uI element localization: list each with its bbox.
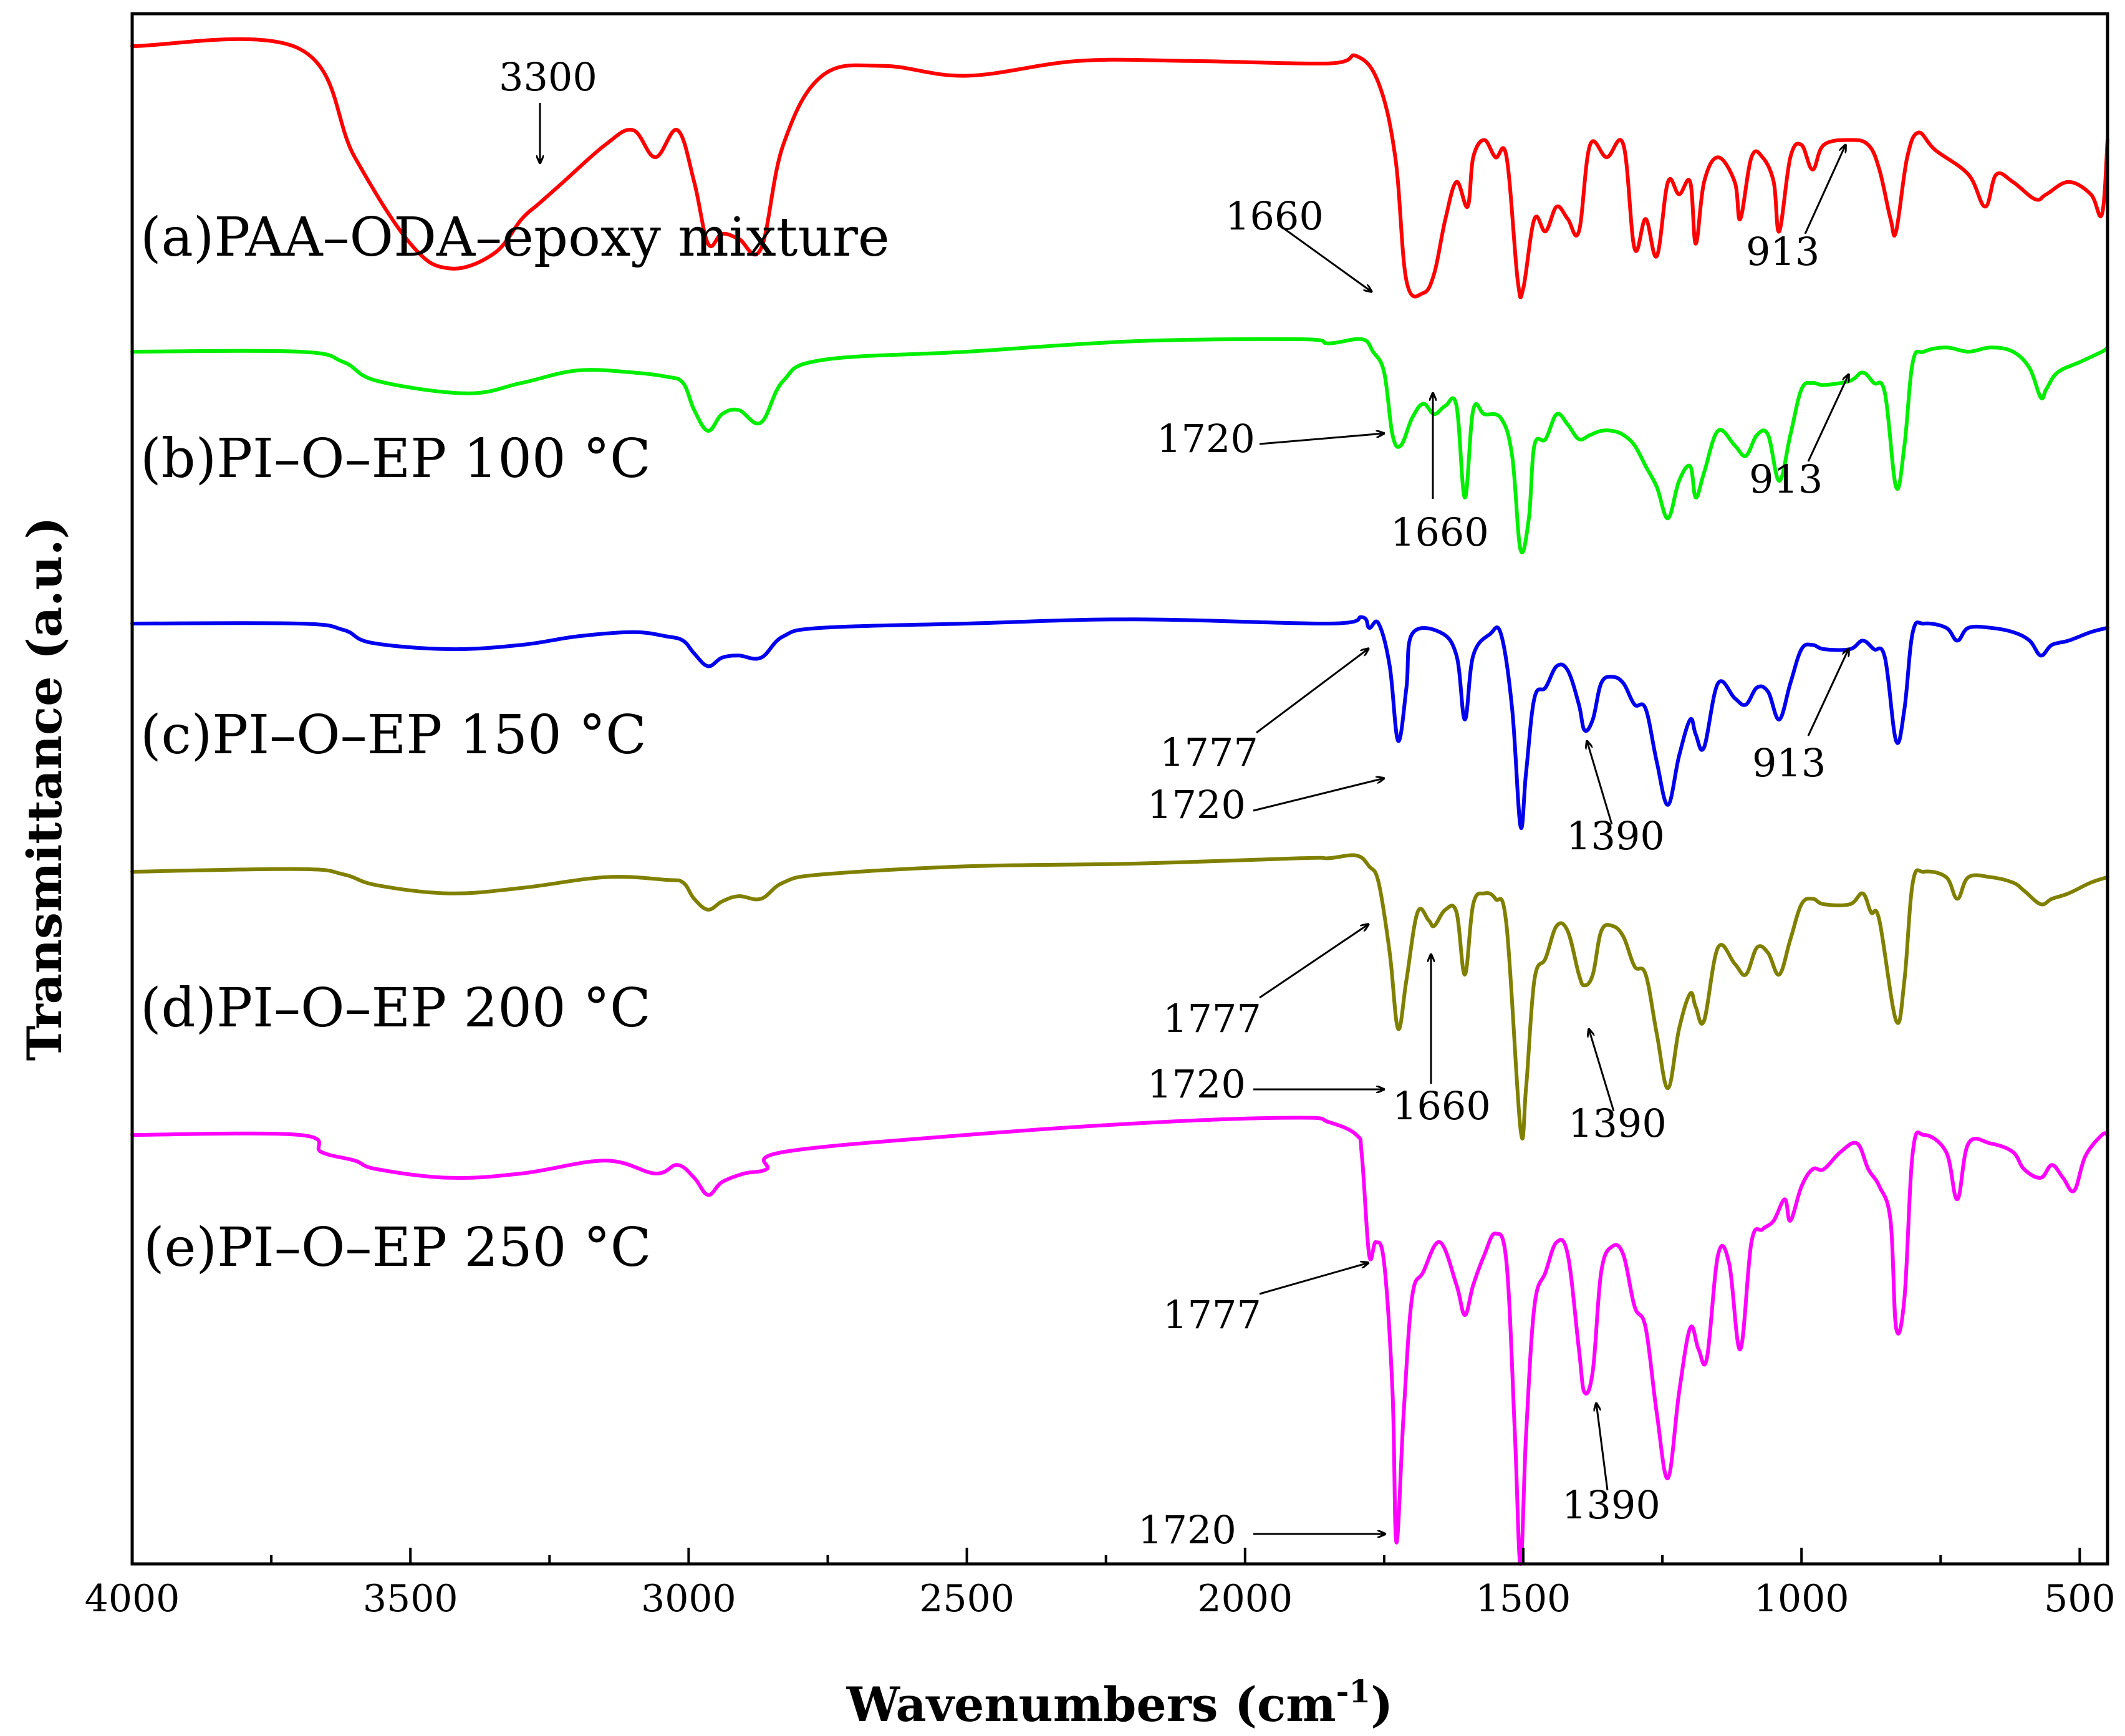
peak-label-1660-a: 1660 xyxy=(1225,193,1324,239)
peak-label-1660-d: 1660 xyxy=(1392,1083,1491,1129)
spectrum-line-e xyxy=(130,1116,2109,1566)
x-axis-tick-labels: 4000 3500 3000 2500 2000 1500 1000 500 xyxy=(85,1577,2116,1621)
peak-arrow-1720-c xyxy=(1253,778,1384,812)
x-tick-label: 4000 xyxy=(85,1577,180,1621)
peak-label-1720-d: 1720 xyxy=(1147,1061,1246,1107)
x-tick-label: 3000 xyxy=(641,1577,736,1621)
peak-arrow-1390-e xyxy=(1596,1403,1609,1491)
peak-arrow-913-a xyxy=(1804,145,1846,234)
peak-arrow-913-b xyxy=(1807,374,1849,462)
spectrum-line-a xyxy=(130,37,2109,299)
peak-label-1720-e: 1720 xyxy=(1138,1507,1236,1553)
series-label-a: (a)PAA–ODA–epoxy mixture xyxy=(140,206,890,269)
spectrum-line-c xyxy=(130,615,2109,830)
peak-arrow-1777-e xyxy=(1259,1263,1369,1295)
peak-arrow-1390-d xyxy=(1589,1029,1615,1112)
series-label-b: (b)PI–O–EP 100 °C xyxy=(140,428,651,490)
peak-label-913-b: 913 xyxy=(1749,456,1823,502)
peak-label-913-c: 913 xyxy=(1752,740,1826,786)
peak-label-3300-a: 3300 xyxy=(499,54,597,100)
peak-label-1720-b: 1720 xyxy=(1157,416,1255,461)
spectrum-line-b xyxy=(130,337,2109,554)
peak-label-1390-e: 1390 xyxy=(1562,1482,1660,1528)
plot-frame xyxy=(130,12,2109,1566)
series-label-e: (e)PI–O–EP 250 °C xyxy=(143,1217,652,1279)
x-tick-label: 1500 xyxy=(1476,1577,1571,1621)
x-axis-title: Wavenumbers (cm-1) xyxy=(846,1673,1393,1732)
x-axis-ticks xyxy=(131,1548,2081,1564)
peak-label-1777-e: 1777 xyxy=(1163,1292,1261,1338)
peak-arrow-1777-c xyxy=(1256,649,1369,734)
peak-label-1660-b: 1660 xyxy=(1390,509,1489,555)
spectrum-line-d xyxy=(130,853,2109,1140)
peak-label-1390-d: 1390 xyxy=(1568,1101,1667,1146)
peak-arrow-1777-d xyxy=(1259,924,1369,999)
peak-arrow-1390-c xyxy=(1587,741,1613,825)
x-tick-label: 2500 xyxy=(919,1577,1014,1621)
series-label-d: (d)PI–O–EP 200 °C xyxy=(140,977,651,1039)
x-tick-label: 2000 xyxy=(1197,1577,1293,1621)
peak-label-1720-c: 1720 xyxy=(1147,782,1246,827)
x-tick-label: 1000 xyxy=(1754,1577,1849,1621)
series-labels-group: (a)PAA–ODA–epoxy mixture (b)PI–O–EP 100 °… xyxy=(140,206,890,1279)
series-label-c: (c)PI–O–EP 150 °C xyxy=(140,704,647,766)
x-tick-label: 3500 xyxy=(363,1577,458,1621)
peak-arrow-913-c xyxy=(1807,649,1849,736)
peak-arrow-1660-a xyxy=(1278,223,1372,292)
peak-annotations-group: 3300 1660 913 1720 1660 913 1777 1720 1390 913 177… xyxy=(499,54,1849,1553)
peak-arrow-1720-b xyxy=(1259,433,1384,445)
spectra-group xyxy=(130,37,2109,1566)
peak-label-1777-c: 1777 xyxy=(1160,730,1258,775)
peak-label-913-a: 913 xyxy=(1746,229,1819,274)
peak-label-1390-c: 1390 xyxy=(1566,813,1665,859)
y-axis-title: Transmittance (a.u.) xyxy=(17,517,72,1061)
peak-label-1777-d: 1777 xyxy=(1163,996,1261,1041)
x-tick-label: 500 xyxy=(2044,1577,2116,1621)
